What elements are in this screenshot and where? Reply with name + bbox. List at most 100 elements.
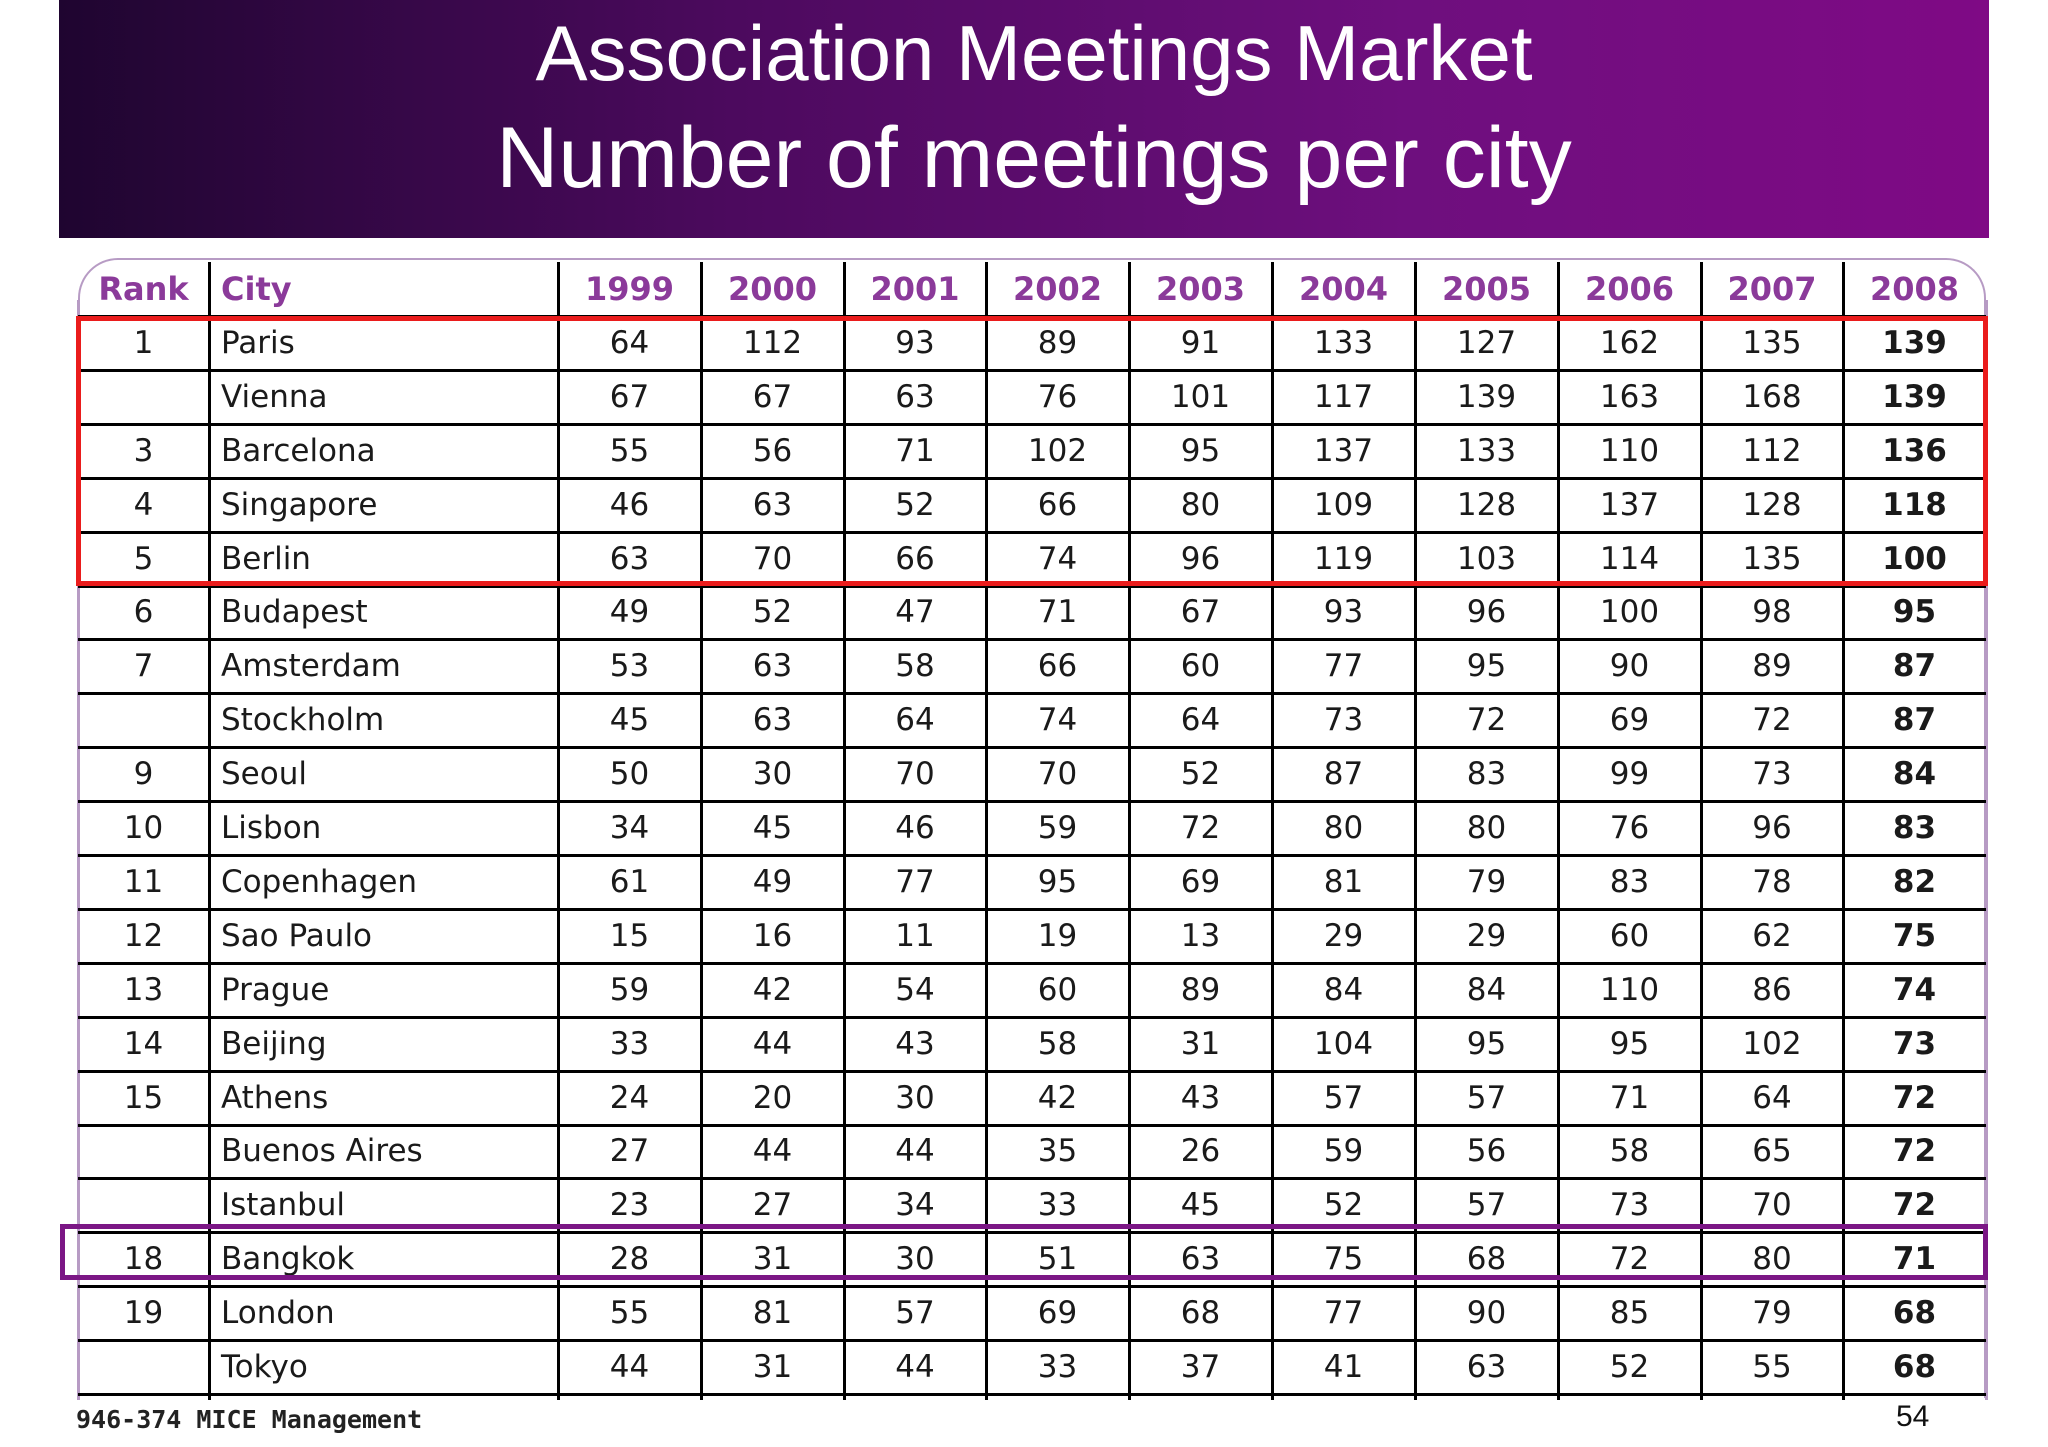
count-cell: 112: [742, 324, 803, 361]
column-header: 2008: [1869, 270, 1960, 308]
count-cell: 73: [1609, 1187, 1650, 1224]
count-cell: 66: [895, 540, 935, 577]
count-cell: 45: [609, 702, 650, 739]
row-divider: [78, 1015, 1986, 1019]
city-cell: Copenhagen: [221, 863, 418, 900]
count-cell: 90: [1609, 648, 1650, 685]
city-cell: Vienna: [221, 378, 328, 415]
count-cell: 19: [1037, 917, 1078, 954]
count-cell: 20: [752, 1079, 793, 1116]
rank-cell: 11: [123, 863, 164, 900]
count-cell: 74: [1037, 702, 1078, 739]
column-header: 2003: [1155, 270, 1246, 308]
count-cell: 63: [1180, 1241, 1221, 1278]
count-cell: 50: [609, 756, 650, 793]
count-cell: 30: [752, 756, 793, 793]
count-cell: 96: [1180, 540, 1221, 577]
count-cell: 89: [1180, 971, 1221, 1008]
column-header: 2007: [1727, 270, 1817, 308]
count-cell: 27: [609, 1133, 650, 1170]
count-cell: 162: [1599, 324, 1660, 361]
count-cell: 81: [752, 1295, 793, 1332]
count-cell: 34: [895, 1187, 935, 1224]
city-cell: Sao Paulo: [221, 917, 373, 954]
count-cell: 42: [1037, 1079, 1078, 1116]
count-cell: 95: [1466, 648, 1507, 685]
count-cell: 24: [609, 1079, 650, 1116]
count-cell: 100: [1882, 540, 1947, 577]
count-cell: 59: [1037, 810, 1078, 847]
count-cell: 23: [609, 1187, 650, 1224]
count-cell: 60: [1037, 971, 1078, 1008]
count-cell: 110: [1599, 432, 1660, 469]
column-divider: [1414, 262, 1417, 1400]
column-header: 2001: [870, 270, 960, 308]
count-cell: 11: [895, 917, 935, 954]
count-cell: 33: [1037, 1187, 1078, 1224]
count-cell: 16: [752, 917, 793, 954]
count-cell: 84: [1466, 971, 1507, 1008]
count-cell: 28: [609, 1241, 650, 1278]
count-cell: 45: [1180, 1187, 1221, 1224]
count-cell: 112: [1742, 432, 1802, 469]
count-cell: 44: [752, 1133, 793, 1170]
row-divider: [78, 1177, 1986, 1181]
count-cell: 57: [1323, 1079, 1364, 1116]
count-cell: 64: [895, 702, 935, 739]
row-divider: [78, 368, 1986, 372]
column-header: 2000: [727, 270, 818, 308]
city-cell: Buenos Aires: [221, 1133, 423, 1170]
city-cell: Amsterdam: [221, 648, 401, 685]
column-header: 2004: [1298, 270, 1389, 308]
count-cell: 135: [1742, 540, 1802, 577]
count-cell: 52: [752, 594, 793, 631]
column-divider: [1128, 262, 1131, 1400]
count-cell: 65: [1752, 1133, 1792, 1170]
column-divider: [1271, 262, 1274, 1400]
count-cell: 63: [752, 702, 793, 739]
row-divider: [78, 1393, 1986, 1396]
column-header: City: [221, 270, 292, 308]
count-cell: 71: [895, 432, 935, 469]
count-cell: 135: [1742, 324, 1802, 361]
city-cell: Stockholm: [221, 702, 385, 739]
rank-cell: 1: [133, 324, 154, 361]
slide-subtitle: Number of meetings per city: [496, 110, 1572, 206]
count-cell: 76: [1609, 810, 1650, 847]
count-cell: 45: [752, 810, 793, 847]
count-cell: 80: [1752, 1241, 1792, 1278]
count-cell: 101: [1170, 378, 1231, 415]
city-cell: Budapest: [221, 594, 368, 631]
count-cell: 63: [752, 486, 793, 523]
count-cell: 56: [752, 432, 793, 469]
rank-cell: 18: [123, 1241, 164, 1278]
rank-cell: 13: [123, 971, 164, 1008]
count-cell: 117: [1313, 378, 1374, 415]
count-cell: 133: [1313, 324, 1374, 361]
count-cell: 75: [1892, 917, 1937, 954]
count-cell: 95: [1037, 863, 1078, 900]
count-cell: 99: [1609, 756, 1650, 793]
count-cell: 46: [609, 486, 650, 523]
count-cell: 72: [1892, 1133, 1937, 1170]
rank-cell: [78, 1125, 209, 1179]
count-cell: 67: [1180, 594, 1221, 631]
count-cell: 63: [609, 540, 650, 577]
count-cell: 139: [1882, 324, 1947, 361]
count-cell: 137: [1599, 486, 1660, 523]
count-cell: 73: [1752, 756, 1792, 793]
count-cell: 83: [1466, 756, 1507, 793]
count-cell: 80: [1323, 810, 1364, 847]
count-cell: 93: [895, 324, 935, 361]
count-cell: 103: [1456, 540, 1517, 577]
count-cell: 93: [1323, 594, 1364, 631]
row-divider: [78, 1231, 1986, 1235]
count-cell: 35: [1037, 1133, 1078, 1170]
count-cell: 42: [752, 971, 793, 1008]
count-cell: 63: [752, 648, 793, 685]
count-cell: 73: [1892, 1025, 1937, 1062]
row-divider: [78, 800, 1986, 804]
column-divider: [700, 262, 703, 1400]
count-cell: 52: [1180, 756, 1221, 793]
